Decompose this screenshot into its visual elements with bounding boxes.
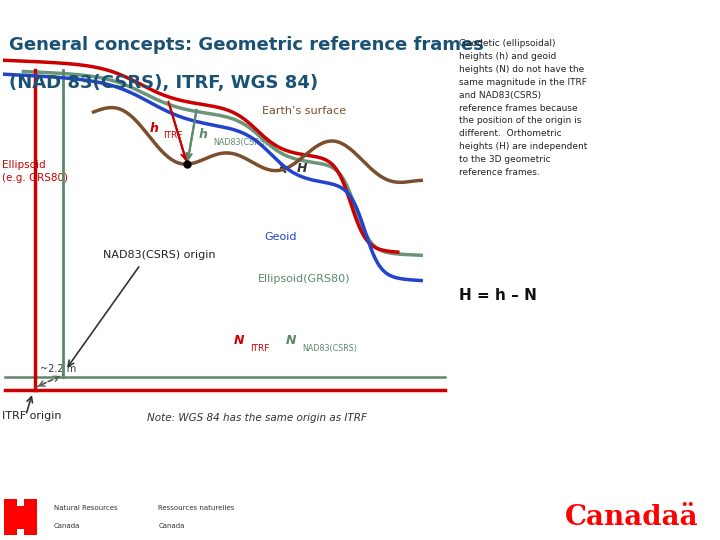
Text: h: h	[199, 128, 208, 141]
Text: 30 of 33: 30 of 33	[663, 10, 708, 20]
Text: NAD83(CSRS): NAD83(CSRS)	[302, 343, 357, 353]
Text: NAD83(CSRS) origin: NAD83(CSRS) origin	[103, 251, 215, 260]
Text: Canada: Canada	[54, 523, 81, 529]
Text: Earth’s surface: Earth’s surface	[262, 106, 346, 116]
Text: Ellipsoid
(e.g. GRS80): Ellipsoid (e.g. GRS80)	[2, 160, 68, 183]
Text: h: h	[150, 122, 158, 135]
Text: Geodetic (ellipsoidal)
heights (h) and geoid
heights (N) do not have the
same ma: Geodetic (ellipsoidal) heights (h) and g…	[459, 39, 588, 177]
Bar	[4, 499, 17, 536]
Text: (NAD 83(CSRS), ITRF, WGS 84): (NAD 83(CSRS), ITRF, WGS 84)	[9, 74, 318, 92]
Text: NAD83(CSRS): NAD83(CSRS)	[213, 138, 268, 147]
Text: Geoid: Geoid	[264, 232, 297, 242]
Text: H = h – N: H = h – N	[459, 288, 537, 303]
Bar	[13, 505, 24, 529]
Text: Natural Resources: Natural Resources	[54, 505, 117, 511]
Text: ITRF origin: ITRF origin	[2, 410, 62, 421]
Text: Note: WGS 84 has the same origin as ITRF: Note: WGS 84 has the same origin as ITRF	[148, 413, 367, 423]
Text: ~2.2 m: ~2.2 m	[40, 364, 76, 374]
Text: Canadaä: Canadaä	[564, 503, 698, 530]
Text: Canada: Canada	[158, 523, 185, 529]
Text: H: H	[297, 162, 307, 175]
Text: N: N	[234, 334, 245, 347]
Text: Ellipsoid(GRS80): Ellipsoid(GRS80)	[258, 274, 351, 284]
Text: ITRF: ITRF	[163, 131, 182, 140]
Text: ITRF: ITRF	[251, 343, 270, 353]
Text: Ressources naturelles: Ressources naturelles	[158, 505, 235, 511]
Text: General concepts: Geometric reference frames: General concepts: Geometric reference fr…	[9, 36, 485, 54]
Text: N: N	[285, 334, 296, 347]
Bar	[24, 499, 37, 536]
